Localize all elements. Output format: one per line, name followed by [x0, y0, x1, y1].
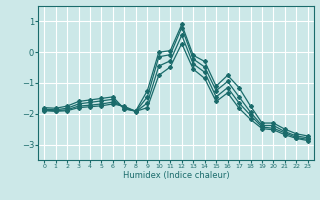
- X-axis label: Humidex (Indice chaleur): Humidex (Indice chaleur): [123, 171, 229, 180]
